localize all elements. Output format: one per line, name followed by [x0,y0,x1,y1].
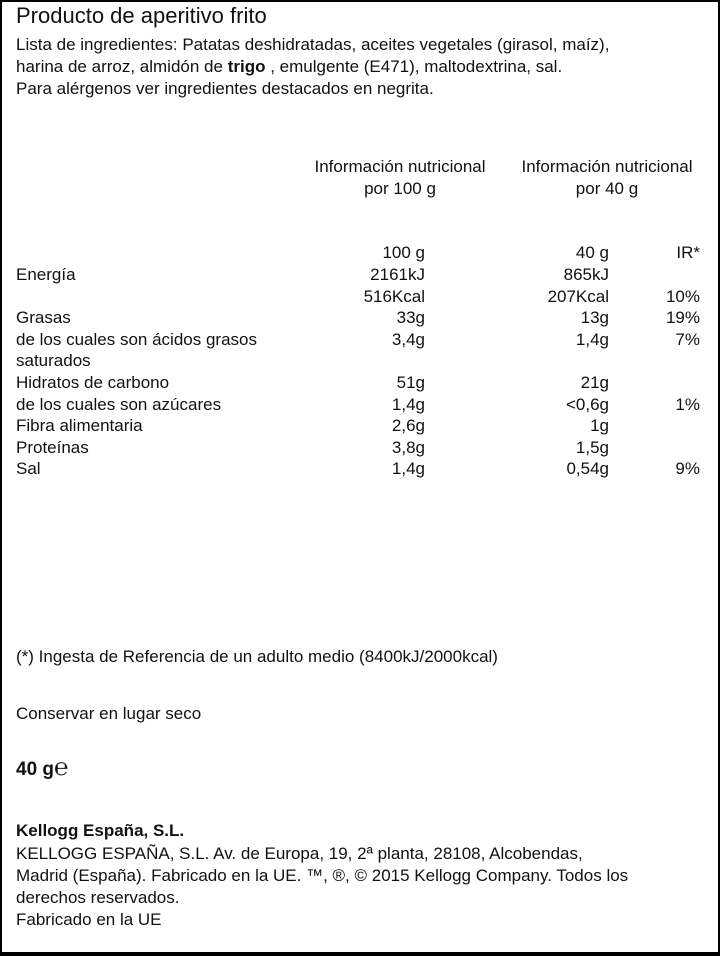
value-per-100g: 51g [396,373,425,392]
row-label: Hidratos de carbono [16,373,170,392]
company-address-line: derechos reservados. [16,888,180,907]
origin-note: Fabricado en la UE [16,910,162,929]
row-label: Proteínas [16,437,89,457]
footnote: (*) Ingesta de Referencia de un adulto m… [16,647,498,666]
value-per-100g: 33g [396,308,425,328]
col1-header-line: por 100 g [364,179,436,198]
reference-intake: 7% [675,329,700,349]
ingredients-line-2: harina de arroz, almidón de trigo , emul… [16,56,562,78]
estimated-sign-icon: ℮ [54,753,69,781]
reference-intake: 10% [665,286,700,306]
product-title: Producto de aperitivo frito [16,3,267,28]
row-label: de los cuales son ácidos grasos [16,329,257,349]
value-per-40g: 1,4g [575,329,609,349]
row-label: Energía [16,265,76,284]
value-per-100g: 2161kJ [370,265,425,284]
col2-header-line: Información nutricional [521,157,693,176]
row-label: Sal [16,459,41,479]
value-per-40g: 21g [580,373,609,392]
value-per-40g: 207Kcal [547,286,609,306]
row-label: saturados [16,351,91,371]
value-per-40g: 1,5g [575,437,609,457]
row-label: de los cuales son azúcares [16,394,222,414]
col2-header: Información nutricional por 40 g [507,156,707,200]
value-per-40g: 1g [590,416,609,436]
reference-intake: 19% [665,308,700,328]
value-per-100g: 3,4g [391,329,425,349]
value-per-40g: 0,54g [566,459,609,479]
value-per-40g: 865kJ [563,265,609,284]
company-name: Kellogg España, S.L. [16,821,185,840]
row-label: Fibra alimentaria [16,416,143,436]
value-per-40g: <0,6g [565,394,609,414]
net-weight: 40 g℮ [16,754,68,783]
reference-intake: 1% [675,394,700,414]
value-per-100g: 1,4g [391,459,425,479]
unit-100g: 100 g [382,243,425,262]
col2-header-line: por 40 g [575,179,639,198]
unit-40g: 40 g [575,243,609,262]
value-per-100g: 3,8g [391,437,425,457]
company-address-line: KELLOGG ESPAÑA, S.L. Av. de Europa, 19, … [16,844,583,863]
company-address-line: Madrid (España). Fabricado en la UE. ™, … [16,866,629,885]
unit-ir: IR* [676,243,700,262]
value-per-40g: 13g [580,308,609,328]
storage-note: Conservar en lugar seco [16,704,202,723]
col1-header: Información nutricional por 100 g [300,156,500,200]
row-label: Grasas [16,308,71,328]
allergen-note: Para alérgenos ver ingredientes destacad… [16,79,434,98]
ingredients-text: harina de arroz, almidón de [16,57,228,76]
col1-header-line: Información nutricional [314,157,486,176]
ingredients-text: , emulgente (E471), maltodextrina, sal. [265,57,563,76]
reference-intake: 9% [675,459,700,479]
allergen-trigo: trigo [227,57,266,76]
value-per-100g: 516Kcal [363,286,425,306]
value-per-100g: 1,4g [391,394,425,414]
value-per-100g: 2,6g [391,416,425,436]
ingredients-line-1: Lista de ingredientes: Patatas deshidrat… [16,35,610,54]
net-weight-value: 40 g [16,759,55,780]
